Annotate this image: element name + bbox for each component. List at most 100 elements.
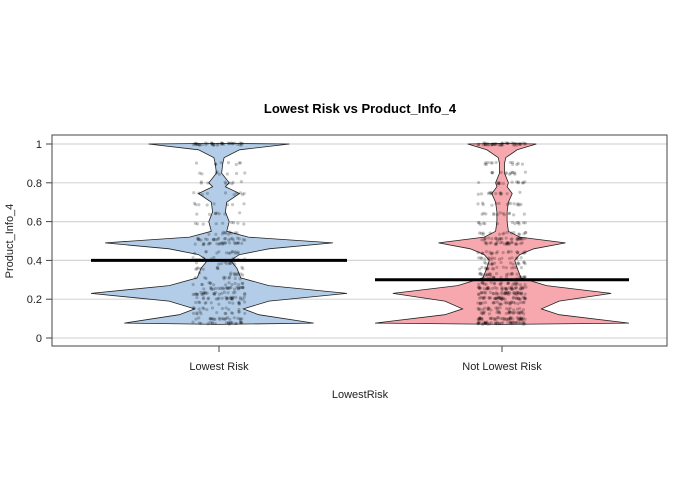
data-point (515, 220, 519, 225)
data-point (515, 320, 519, 324)
data-point (203, 290, 207, 294)
data-point (227, 181, 231, 185)
data-point (494, 306, 498, 310)
data-point (515, 180, 519, 184)
data-point (484, 267, 488, 271)
data-point (503, 301, 507, 305)
data-point (511, 311, 516, 315)
data-point (224, 241, 228, 245)
data-point (520, 318, 525, 322)
data-point (523, 142, 527, 146)
data-point (208, 320, 212, 325)
data-point (480, 281, 484, 285)
data-point (227, 286, 231, 291)
data-point (217, 292, 222, 296)
data-point (501, 265, 505, 269)
data-point (483, 295, 487, 299)
data-point (191, 311, 196, 315)
data-point (476, 192, 480, 196)
data-point (193, 251, 197, 256)
data-point (505, 318, 509, 322)
data-point (499, 260, 503, 265)
data-point (239, 141, 243, 146)
data-point (491, 301, 495, 305)
data-point (493, 321, 497, 325)
data-point (496, 310, 501, 314)
data-point (510, 287, 514, 291)
data-point (521, 141, 525, 145)
data-point (486, 236, 491, 240)
data-point (482, 238, 486, 242)
data-point (233, 231, 237, 235)
data-point (512, 213, 516, 217)
data-point (237, 301, 241, 305)
data-point (191, 320, 195, 324)
data-point (510, 321, 514, 326)
data-point (523, 275, 527, 279)
data-point (479, 231, 483, 235)
data-point (229, 321, 233, 325)
data-point (508, 160, 512, 165)
data-point (521, 181, 525, 185)
data-point (476, 292, 481, 296)
data-point (516, 296, 520, 300)
data-point (234, 295, 238, 299)
data-point (505, 241, 509, 245)
data-point (477, 221, 481, 225)
data-point (496, 296, 500, 300)
data-point (480, 251, 484, 255)
data-point (514, 242, 518, 246)
data-point (521, 308, 526, 312)
data-point (237, 310, 241, 314)
data-point (238, 211, 242, 215)
data-point (494, 201, 498, 206)
data-point (504, 287, 508, 292)
data-point (495, 308, 499, 312)
data-point (512, 266, 516, 270)
data-point (496, 306, 500, 310)
data-point (505, 242, 509, 246)
data-point (210, 317, 214, 321)
data-point (497, 180, 501, 185)
data-point (520, 286, 525, 291)
data-point (523, 296, 527, 301)
data-point (220, 141, 224, 145)
data-point (507, 201, 511, 205)
data-point (202, 291, 206, 295)
data-point (517, 321, 521, 325)
data-point (508, 171, 513, 175)
data-point (194, 300, 198, 305)
data-point (494, 236, 498, 240)
data-point (223, 241, 227, 246)
data-point (502, 213, 507, 217)
data-point (512, 286, 517, 291)
data-point (490, 286, 495, 291)
data-point (226, 321, 231, 325)
data-point (227, 281, 231, 285)
data-point (215, 251, 219, 255)
data-point (518, 316, 523, 320)
data-point (488, 241, 492, 245)
data-point (477, 292, 481, 296)
data-point (224, 181, 228, 186)
data-point (201, 306, 205, 310)
data-point (201, 296, 206, 300)
data-point (509, 315, 513, 320)
data-point (511, 320, 515, 324)
data-point (230, 296, 234, 301)
data-point (241, 273, 245, 277)
data-point (511, 296, 515, 300)
data-point (205, 141, 209, 146)
data-point (483, 306, 487, 310)
data-point (517, 297, 521, 301)
data-point (238, 277, 242, 281)
data-point (197, 191, 201, 195)
data-point (480, 238, 484, 242)
data-point (211, 237, 215, 242)
data-point (236, 286, 240, 290)
data-point (489, 192, 493, 196)
data-point (500, 141, 504, 145)
data-point (194, 142, 198, 146)
data-point (195, 212, 199, 216)
